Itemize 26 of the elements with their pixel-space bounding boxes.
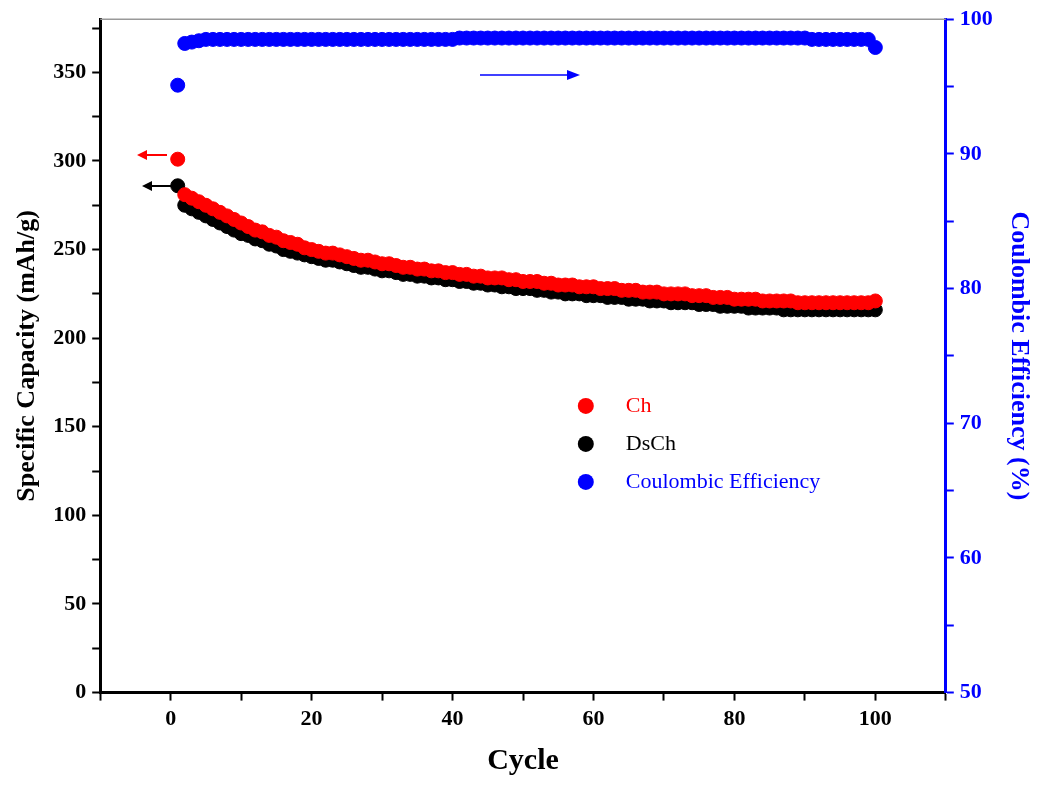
x-tick-label: 100 xyxy=(858,705,892,731)
y2-axis-title: Coulombic Efficiency (%) xyxy=(1005,211,1035,501)
y-tick-label: 200 xyxy=(53,323,87,349)
x-tick-label: 0 xyxy=(165,705,177,731)
x-tick-label: 60 xyxy=(582,705,605,731)
y2-tick-label: 90 xyxy=(959,139,982,165)
y-tick-label: 350 xyxy=(53,58,87,84)
legend-label: Coulombic Efficiency xyxy=(625,467,821,493)
x-tick-label: 80 xyxy=(723,705,746,731)
y2-tick-label: 100 xyxy=(959,4,993,30)
y-tick-label: 150 xyxy=(53,412,87,438)
x-tick-label: 20 xyxy=(300,705,323,731)
y-tick-label: 0 xyxy=(75,678,87,704)
y2-tick-label: 80 xyxy=(959,274,982,300)
y-tick-label: 50 xyxy=(64,589,87,615)
y-axis-title: Specific Capacity (mAh/g) xyxy=(11,210,41,502)
y-tick-label: 250 xyxy=(53,235,87,261)
x-tick-label: 40 xyxy=(441,705,464,731)
y-tick-label: 300 xyxy=(53,146,87,172)
y2-tick-label: 70 xyxy=(959,408,982,434)
legend-label: Ch xyxy=(625,391,652,417)
y2-tick-label: 60 xyxy=(959,543,982,569)
x-axis-title: Cycle xyxy=(487,741,559,775)
y2-tick-label: 50 xyxy=(959,678,982,704)
legend-label: DsCh xyxy=(625,429,676,455)
y-tick-label: 100 xyxy=(53,501,87,527)
